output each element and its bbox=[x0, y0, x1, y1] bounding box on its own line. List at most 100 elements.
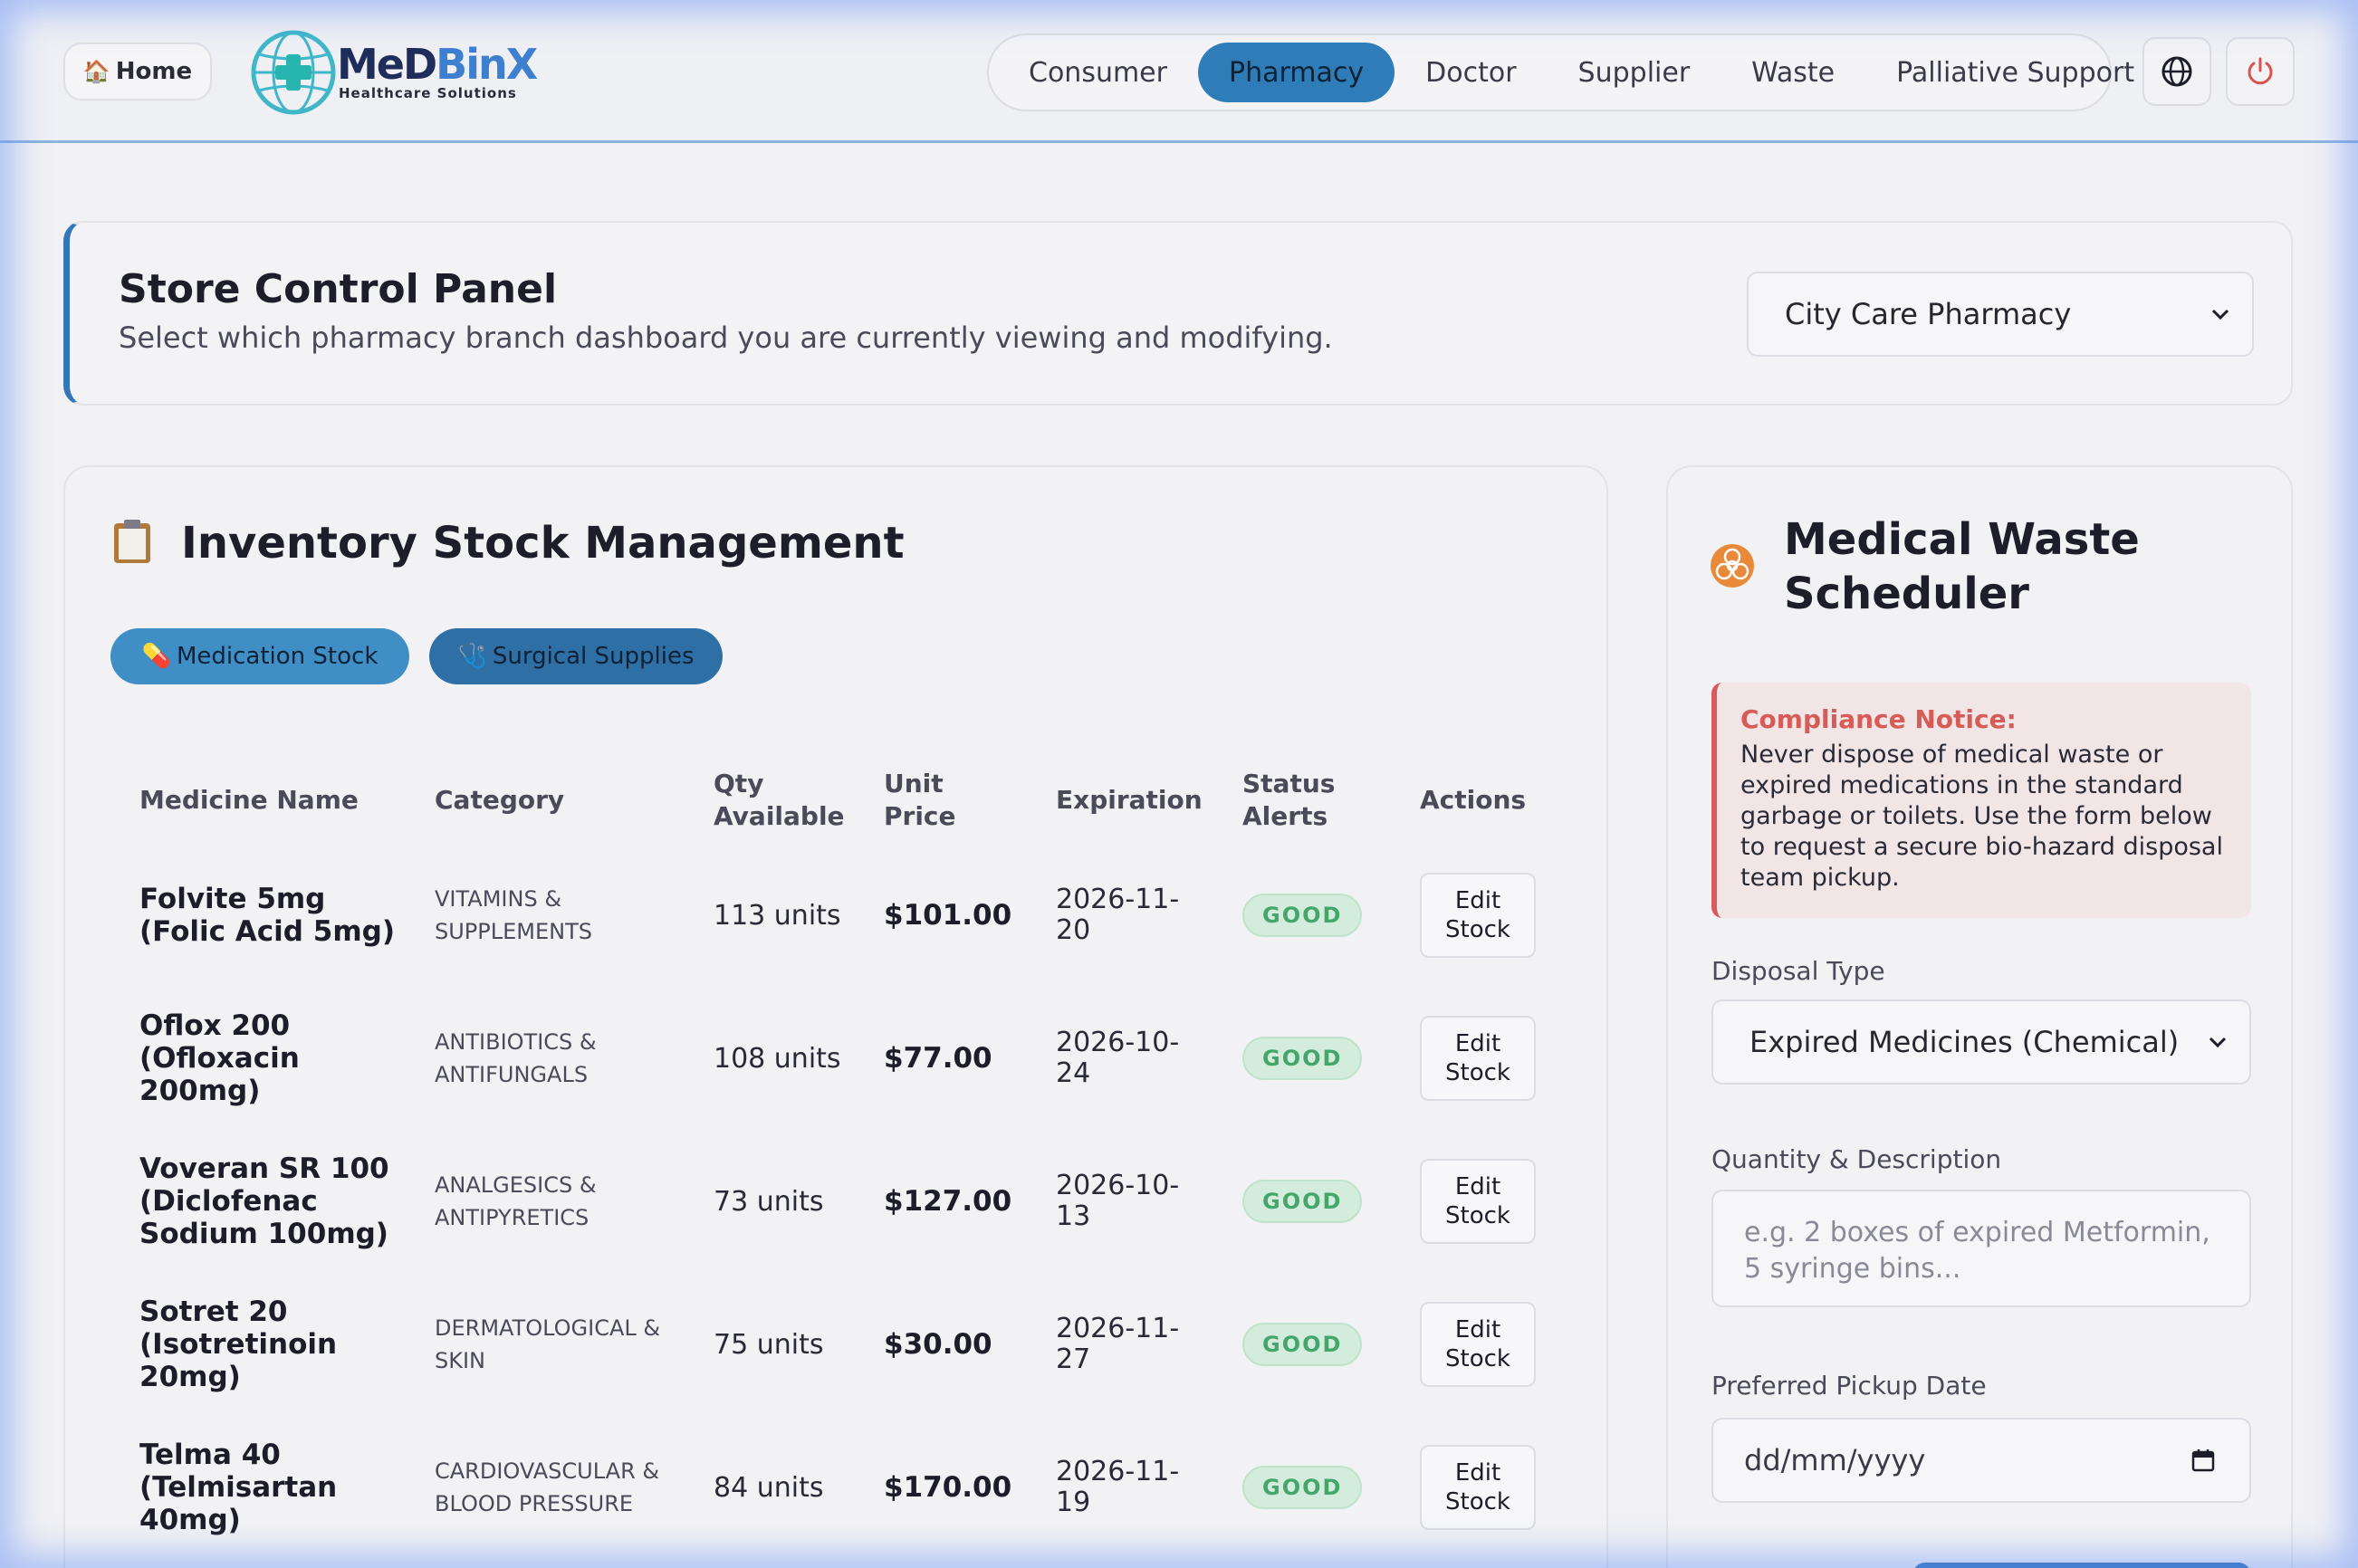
col-qty[interactable]: Qty Available bbox=[714, 769, 845, 831]
chevron-down-icon bbox=[2209, 1037, 2227, 1048]
medicine-price: $170.00 bbox=[884, 1471, 1012, 1504]
inventory-card: Inventory Stock Management 💊 Medication … bbox=[63, 465, 1608, 1568]
disposal-type-label: Disposal Type bbox=[1711, 956, 1885, 986]
calendar-icon[interactable] bbox=[2191, 1448, 2215, 1472]
medicine-name: Telma 40 (Telmisartan 40mg) bbox=[139, 1439, 338, 1536]
status-cell: GOOD bbox=[1242, 844, 1363, 987]
notice-text: Never dispose of medical waste or expire… bbox=[1740, 741, 2223, 892]
medicine-category: VITAMINS & SUPPLEMENTS bbox=[435, 886, 592, 944]
disposal-type-select[interactable]: Expired Medicines (Chemical) bbox=[1711, 999, 2251, 1085]
status-cell: GOOD bbox=[1242, 1273, 1363, 1416]
medicine-expiration: 2026-10-24 bbox=[1056, 1027, 1180, 1089]
house-icon: 🏠 bbox=[82, 59, 110, 84]
edit-stock-button[interactable]: Edit Stock bbox=[1420, 1159, 1536, 1244]
stethoscope-icon: 🩺 bbox=[457, 643, 487, 670]
medicine-name: Folvite 5mg (Folic Acid 5mg) bbox=[139, 883, 396, 948]
notice-title: Compliance Notice: bbox=[1740, 704, 2017, 734]
medicine-expiration: 2026-11-27 bbox=[1056, 1313, 1180, 1375]
home-button[interactable]: 🏠 Home bbox=[63, 43, 212, 100]
actions-cell: Edit Stock bbox=[1420, 844, 1538, 987]
medicine-expiration: 2026-10-13 bbox=[1056, 1170, 1180, 1232]
logo-wordmark: MeDBinX bbox=[337, 40, 538, 89]
medicine-category: ANTIBIOTICS & ANTIFUNGALS bbox=[435, 1029, 597, 1087]
medicine-expiration: 2026-11-20 bbox=[1056, 884, 1180, 946]
table-row: Oflox 200 (Ofloxacin 200mg) ANTIBIOTICS … bbox=[110, 987, 1583, 1130]
store-select-value: City Care Pharmacy bbox=[1785, 297, 2072, 331]
home-button-label: Home bbox=[115, 58, 193, 85]
disposal-type-value: Expired Medicines (Chemical) bbox=[1749, 1025, 2180, 1059]
quantity-description-textarea[interactable]: e.g. 2 boxes of expired Metformin, 5 syr… bbox=[1711, 1190, 2251, 1307]
power-icon bbox=[2248, 57, 2273, 85]
status-badge: GOOD bbox=[1242, 1037, 1363, 1080]
main-nav: Consumer Pharmacy Doctor Supplier Waste … bbox=[987, 33, 2134, 111]
compliance-notice: Compliance Notice: Never dispose of medi… bbox=[1711, 683, 2251, 918]
nav-doctor[interactable]: Doctor bbox=[1425, 56, 1517, 89]
medicine-price: $77.00 bbox=[884, 1042, 992, 1075]
edit-stock-button[interactable]: Edit Stock bbox=[1420, 1016, 1536, 1101]
medicine-price: $30.00 bbox=[884, 1328, 992, 1361]
table-row: Folvite 5mg (Folic Acid 5mg) VITAMINS & … bbox=[110, 844, 1583, 987]
table-row: Voveran SR 100 (Diclofenac Sodium 100mg)… bbox=[110, 1130, 1583, 1273]
medicine-qty: 113 units bbox=[714, 899, 841, 932]
tab-surgical-supplies[interactable]: 🩺 Surgical Supplies bbox=[429, 628, 723, 684]
schedule-pickup-button[interactable] bbox=[1912, 1563, 2251, 1568]
actions-cell: Edit Stock bbox=[1420, 987, 1538, 1130]
col-status[interactable]: Status Alerts bbox=[1242, 769, 1336, 831]
status-badge: GOOD bbox=[1242, 1180, 1363, 1223]
medicine-qty: 75 units bbox=[714, 1328, 824, 1361]
nav-pharmacy[interactable]: Pharmacy bbox=[1197, 43, 1395, 102]
chevron-down-icon bbox=[2211, 309, 2229, 320]
medicine-name: Voveran SR 100 (Diclofenac Sodium 100mg) bbox=[139, 1152, 389, 1250]
logo-tagline: Healthcare Solutions bbox=[339, 85, 517, 101]
medicine-qty: 108 units bbox=[714, 1042, 841, 1075]
col-actions: Actions bbox=[1420, 785, 1527, 815]
status-cell: GOOD bbox=[1242, 987, 1363, 1130]
medbinx-logo[interactable]: MeDBinX Healthcare Solutions bbox=[250, 27, 538, 118]
medicine-category: ANALGESICS & ANTIPYRETICS bbox=[435, 1172, 597, 1230]
store-panel-subtitle: Select which pharmacy branch dashboard y… bbox=[119, 320, 1333, 355]
language-button[interactable] bbox=[2142, 37, 2211, 106]
table-row: Telma 40 (Telmisartan 40mg) CARDIOVASCUL… bbox=[110, 1416, 1583, 1559]
quantity-description-label: Quantity & Description bbox=[1711, 1144, 2002, 1174]
waste-scheduler-card: Medical Waste Scheduler Compliance Notic… bbox=[1666, 465, 2293, 1568]
store-select[interactable]: City Care Pharmacy bbox=[1747, 272, 2254, 357]
col-medicine-name[interactable]: Medicine Name bbox=[139, 785, 359, 815]
medicine-name: Oflox 200 (Ofloxacin 200mg) bbox=[139, 1009, 300, 1107]
status-badge: GOOD bbox=[1242, 1323, 1363, 1366]
edit-stock-button[interactable]: Edit Stock bbox=[1420, 1445, 1536, 1530]
pickup-date-input[interactable]: dd/mm/yyyy bbox=[1711, 1418, 2251, 1503]
inventory-title: Inventory Stock Management bbox=[181, 518, 905, 569]
biohazard-icon bbox=[1711, 544, 1754, 588]
nav-palliative-support[interactable]: Palliative Support bbox=[1896, 56, 2135, 89]
globe-logo-icon bbox=[251, 30, 336, 115]
nav-consumer[interactable]: Consumer bbox=[1029, 56, 1167, 89]
tab-medication-stock[interactable]: 💊 Medication Stock bbox=[110, 628, 409, 684]
medicine-category: DERMATOLOGICAL & SKIN bbox=[435, 1315, 661, 1373]
inventory-table: Medicine Name Category Qty Available Uni… bbox=[110, 757, 1583, 1559]
actions-cell: Edit Stock bbox=[1420, 1416, 1538, 1559]
medicine-expiration: 2026-11-19 bbox=[1056, 1456, 1180, 1518]
table-row: Sotret 20 (Isotretinoin 20mg) DERMATOLOG… bbox=[110, 1273, 1583, 1416]
medicine-category: CARDIOVASCULAR & BLOOD PRESSURE bbox=[435, 1458, 660, 1516]
nav-waste[interactable]: Waste bbox=[1751, 56, 1836, 89]
edit-stock-button[interactable]: Edit Stock bbox=[1420, 1302, 1536, 1387]
medicine-qty: 73 units bbox=[714, 1185, 824, 1218]
actions-cell: Edit Stock bbox=[1420, 1130, 1538, 1273]
store-panel-title: Store Control Panel bbox=[119, 266, 558, 312]
medicine-price: $101.00 bbox=[884, 899, 1012, 932]
medicine-name: Sotret 20 (Isotretinoin 20mg) bbox=[139, 1296, 338, 1393]
globe-icon bbox=[2162, 56, 2192, 87]
actions-cell: Edit Stock bbox=[1420, 1273, 1538, 1416]
pill-icon: 💊 bbox=[141, 643, 171, 670]
logout-button[interactable] bbox=[2226, 37, 2295, 106]
table-header: Medicine Name Category Qty Available Uni… bbox=[110, 757, 1583, 844]
edit-stock-button[interactable]: Edit Stock bbox=[1420, 873, 1536, 958]
col-unit-price[interactable]: Unit Price bbox=[884, 769, 956, 831]
col-category[interactable]: Category bbox=[435, 785, 565, 815]
col-expiration[interactable]: Expiration bbox=[1056, 785, 1203, 815]
clipboard-icon bbox=[114, 520, 150, 563]
pickup-date-placeholder: dd/mm/yyyy bbox=[1744, 1443, 1926, 1477]
nav-supplier[interactable]: Supplier bbox=[1577, 56, 1691, 89]
status-cell: GOOD bbox=[1242, 1416, 1363, 1559]
medicine-price: $127.00 bbox=[884, 1185, 1012, 1218]
